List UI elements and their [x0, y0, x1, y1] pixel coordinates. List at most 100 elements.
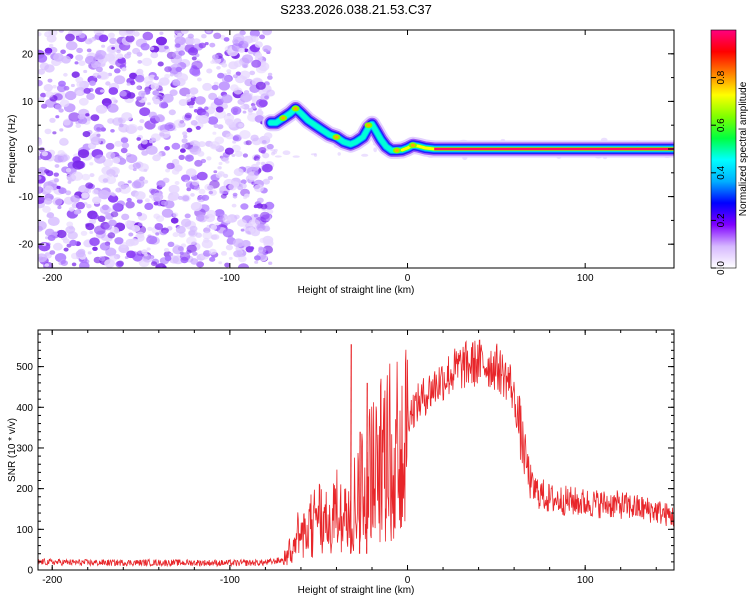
y-tick-label: -10: [19, 192, 34, 203]
noise-blob: [267, 209, 274, 215]
noise-blob: [254, 260, 259, 264]
noise-blob: [266, 143, 274, 150]
colorbar-tick-label: 0.4: [716, 165, 727, 179]
noise-blob: [126, 30, 134, 35]
noise-blob: [94, 87, 105, 95]
noise-blob: [60, 260, 68, 266]
noise-blob: [159, 101, 168, 109]
noise-blob: [82, 131, 91, 138]
snr-line-series: [38, 339, 674, 568]
noise-blob: [231, 154, 236, 157]
noise-blob: [114, 237, 124, 245]
noise-blob: [107, 32, 115, 39]
noise-blob: [148, 111, 158, 119]
noise-blob: [95, 104, 108, 114]
noise-blob: [177, 246, 184, 252]
noise-blob: [95, 50, 107, 60]
noise-blob: [215, 106, 224, 113]
noise-blob: [157, 81, 164, 87]
noise-blob: [38, 79, 43, 87]
noise-blob: [110, 129, 115, 133]
noise-blob: [243, 196, 248, 200]
noise-blob: [239, 130, 251, 139]
noise-blob: [167, 241, 175, 247]
noise-blob: [193, 185, 201, 191]
noise-blob: [125, 238, 135, 247]
noise-blob: [254, 115, 265, 123]
noise-blob: [86, 116, 92, 121]
noise-blob: [166, 162, 175, 170]
noise-blob: [259, 34, 266, 40]
noise-blob: [238, 123, 244, 128]
noise-blob: [137, 60, 143, 64]
noise-blob: [241, 63, 249, 69]
noise-blob: [99, 71, 110, 80]
noise-blob: [163, 251, 172, 258]
noise-blob: [274, 155, 282, 158]
noise-blob: [182, 131, 188, 136]
noise-blob: [109, 65, 114, 70]
noise-blob: [83, 69, 88, 74]
noise-blob: [136, 51, 143, 57]
x-tick-label: -200: [42, 575, 62, 586]
noise-blob: [164, 200, 175, 209]
noise-blob: [217, 171, 225, 177]
noise-blob: [292, 155, 300, 158]
noise-blob: [137, 143, 147, 151]
noise-blob: [125, 201, 135, 209]
snr-frame: [37, 329, 675, 571]
noise-blob: [172, 232, 179, 238]
noise-blob: [228, 183, 238, 191]
noise-blob: [44, 169, 50, 174]
noise-blob: [133, 179, 145, 189]
y-tick-label: 500: [16, 362, 33, 373]
noise-blob: [198, 188, 206, 195]
noise-blob: [61, 55, 71, 64]
noise-blob: [251, 59, 262, 68]
noise-blob: [217, 124, 224, 130]
noise-blob: [112, 157, 121, 164]
snr-spike: [350, 344, 352, 554]
noise-blob: [170, 217, 179, 224]
noise-blob: [86, 93, 95, 100]
noise-blob: [71, 262, 77, 267]
noise-blob: [147, 102, 151, 106]
y-tick-label: 0: [27, 145, 33, 156]
noise-blob: [174, 36, 186, 46]
noise-blob: [63, 119, 71, 126]
noise-blob: [92, 246, 98, 251]
noise-blob: [225, 244, 233, 251]
noise-blob: [52, 197, 63, 206]
noise-blob: [254, 255, 261, 261]
noise-blob: [85, 113, 90, 117]
noise-blob: [262, 152, 270, 159]
x-tick-label: 0: [405, 273, 411, 284]
noise-blob: [39, 62, 50, 71]
noise-blob: [53, 178, 59, 183]
noise-blob: [111, 46, 115, 50]
noise-blob: [54, 164, 60, 168]
ridge-hotspot-core: [394, 148, 399, 153]
noise-blob: [282, 150, 291, 155]
noise-blob: [84, 38, 93, 45]
noise-blob: [132, 168, 137, 172]
x-tick-label: 100: [577, 273, 594, 284]
noise-blob: [162, 93, 174, 103]
noise-blob: [105, 81, 111, 86]
noise-blob: [184, 213, 191, 219]
noise-blob: [141, 249, 148, 255]
noise-blob: [44, 50, 52, 56]
noise-blob: [237, 185, 244, 191]
noise-blob: [38, 68, 46, 75]
noise-blob: [70, 83, 75, 88]
noise-blob: [108, 219, 117, 227]
noise-blob: [57, 150, 65, 156]
noise-blob: [251, 105, 257, 110]
noise-blob: [169, 73, 174, 77]
noise-blob: [189, 87, 199, 95]
noise-blob: [246, 35, 256, 43]
noise-blob: [162, 265, 167, 268]
noise-blob: [225, 133, 234, 140]
noise-blob: [201, 194, 210, 201]
noise-blob: [146, 235, 158, 245]
